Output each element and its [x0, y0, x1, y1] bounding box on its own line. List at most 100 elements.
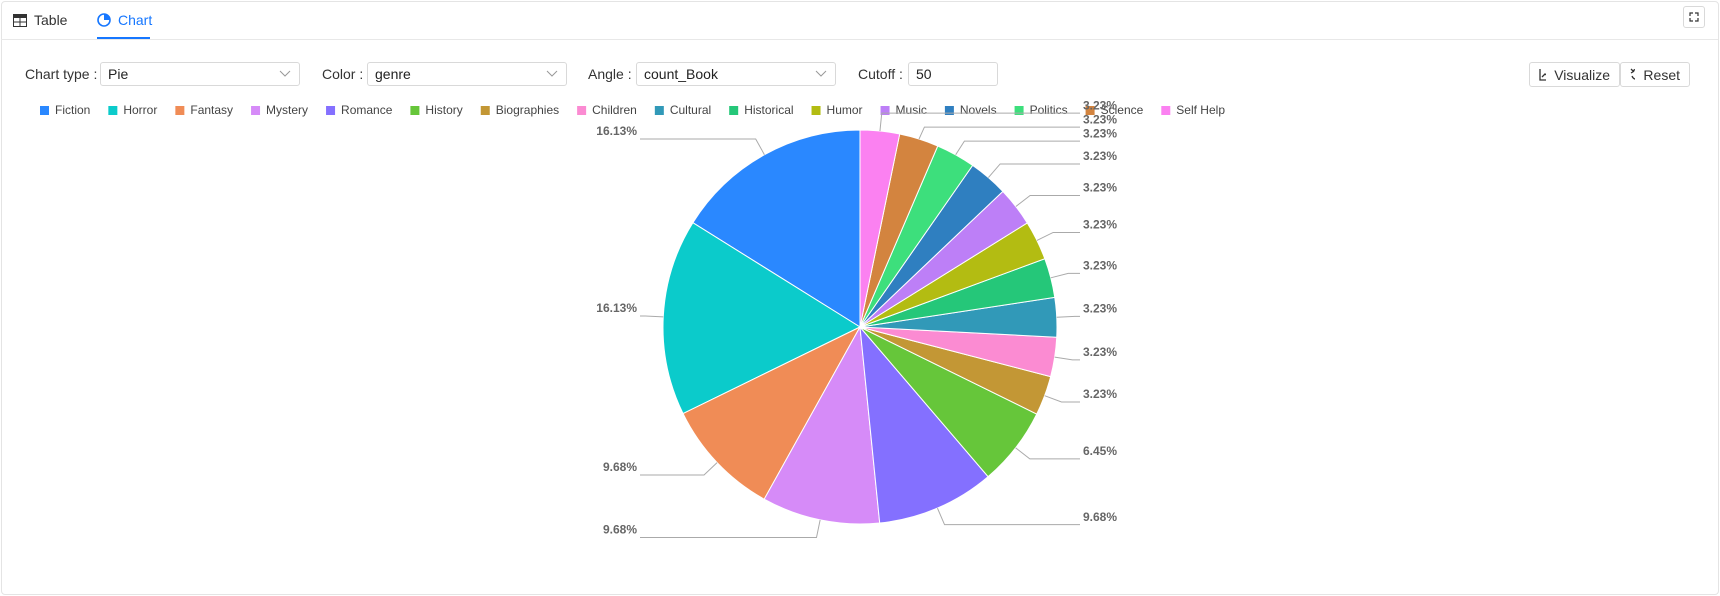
- pie-slice: [763, 325, 881, 525]
- legend-swatch: [577, 106, 587, 115]
- label-text: Angle: [588, 66, 624, 82]
- value-label: 3.23%: [1083, 302, 1117, 316]
- button-label: Visualize: [1554, 66, 1610, 83]
- pie-slice: [859, 325, 989, 524]
- legend-swatch: [1014, 106, 1024, 115]
- legend-swatch: [1161, 106, 1171, 115]
- chevron: [279, 70, 291, 77]
- legend-swatch: [251, 106, 261, 115]
- input-value: 50: [916, 66, 932, 82]
- select-value: Pie: [108, 66, 129, 82]
- control-label: Color :: [322, 66, 364, 82]
- value-label: 3.23%: [1083, 112, 1117, 126]
- legend-swatch: [729, 106, 739, 115]
- value-label: 3.23%: [1083, 387, 1117, 401]
- chevron: [815, 70, 827, 77]
- legend-swatch: [108, 106, 118, 115]
- legend-label: Romance: [341, 103, 393, 117]
- leader-line: [879, 112, 1080, 132]
- reset-button[interactable]: Reset: [1620, 62, 1690, 87]
- chevron: [546, 70, 558, 77]
- legend-label: Politics: [1030, 103, 1068, 117]
- tab-table[interactable]: Table: [13, 12, 67, 28]
- pie-slice: [662, 222, 862, 415]
- legend-swatch: [1085, 106, 1095, 115]
- value-label: 3.23%: [1083, 149, 1117, 163]
- visualize-button[interactable]: Visualize: [1529, 62, 1620, 87]
- divider: [1, 39, 1718, 40]
- legend-label: Biographies: [496, 103, 559, 117]
- pie-slice: [682, 325, 862, 500]
- button-label: Reset: [1643, 66, 1680, 83]
- value-label: 9.68%: [603, 460, 637, 474]
- legend-swatch: [40, 106, 49, 115]
- value-label: 16.13%: [596, 301, 637, 315]
- leader-line: [1056, 315, 1080, 318]
- value-label: 3.23%: [1083, 181, 1117, 195]
- pie-slice: [692, 129, 861, 328]
- legend-label: Mystery: [266, 103, 308, 117]
- reset-icon: [1630, 68, 1636, 80]
- fullscreen-icon: [1689, 12, 1699, 22]
- select-value: count_Book: [644, 66, 718, 82]
- control-label: Cutoff :: [858, 66, 903, 82]
- legend-label: History: [425, 103, 462, 117]
- legend-label: Music: [896, 103, 927, 117]
- leader-line: [1054, 356, 1080, 361]
- control-label: Chart type :: [25, 66, 98, 82]
- leader-line: [1015, 447, 1080, 460]
- label-text: Color: [322, 66, 356, 82]
- leader-line: [640, 138, 765, 155]
- pie-chart: Fiction Horror Fantasy Mystery Romance Histor…: [40, 98, 1225, 539]
- tab-indicator: [97, 37, 150, 39]
- leader-line: [1015, 195, 1080, 207]
- control-label: Angle :: [588, 66, 632, 82]
- leader-line: [1050, 272, 1080, 279]
- leader-line: [955, 140, 1080, 156]
- value-label: 3.23%: [1083, 345, 1117, 359]
- legend-label: Cultural: [670, 103, 711, 117]
- value-label: 9.68%: [1083, 510, 1117, 524]
- legend-label: Novels: [960, 103, 997, 117]
- value-label: 9.68%: [603, 523, 637, 537]
- legend-swatch: [811, 106, 821, 115]
- leader-line: [640, 462, 718, 476]
- select-angle[interactable]: count_Book: [636, 62, 836, 86]
- legend-swatch: [175, 106, 185, 115]
- tab-label: Table: [34, 12, 68, 28]
- value-label: 3.23%: [1083, 218, 1117, 232]
- legend-label: Humor: [827, 103, 863, 117]
- select-chart-type[interactable]: Pie: [100, 62, 300, 86]
- legend-swatch: [654, 106, 664, 115]
- value-label: 3.23%: [1083, 98, 1117, 112]
- legend-swatch: [480, 106, 490, 115]
- legend-swatch: [944, 106, 954, 115]
- leader-line: [937, 507, 1080, 526]
- legend-label: Historical: [744, 103, 793, 117]
- leader-line: [640, 315, 664, 318]
- input-cutoff[interactable]: 50: [908, 62, 998, 86]
- select-color[interactable]: genre: [367, 62, 567, 86]
- legend-swatch: [326, 106, 336, 115]
- legend-label: Children: [592, 103, 637, 117]
- tab-label: Chart: [118, 12, 153, 28]
- label-text: Cutoff: [858, 66, 896, 82]
- tab-chart[interactable]: Chart: [97, 12, 152, 28]
- leader-line: [640, 519, 821, 539]
- fullscreen-button[interactable]: [1683, 6, 1705, 28]
- table-icon: [13, 13, 27, 27]
- leader-line: [988, 163, 1080, 178]
- legend-label: Self Help: [1176, 103, 1225, 117]
- value-label: 3.23%: [1083, 126, 1117, 140]
- legend-label: Fiction: [55, 103, 90, 117]
- leader-line: [918, 126, 1080, 140]
- legend-swatch: [880, 106, 890, 115]
- value-label: 3.23%: [1083, 259, 1117, 273]
- legend-label: Science: [1101, 103, 1144, 117]
- pie-icon: [97, 13, 111, 27]
- leader-line: [1036, 231, 1080, 241]
- label-text: Chart type: [25, 66, 90, 82]
- legend-swatch: [410, 106, 420, 115]
